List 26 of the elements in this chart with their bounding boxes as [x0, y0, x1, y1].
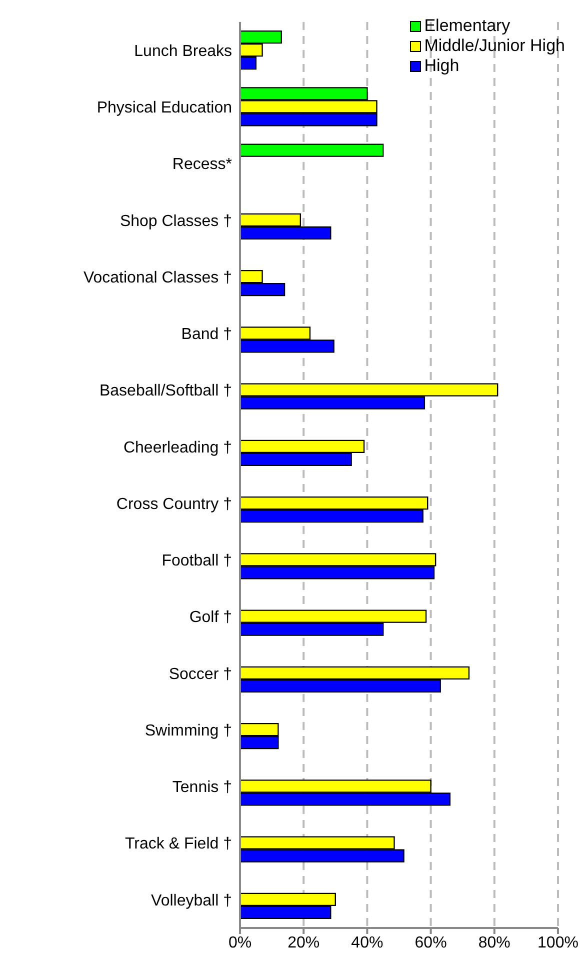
x-tick-label: 80% — [478, 934, 510, 952]
y-tick-label: Golf † — [189, 609, 232, 626]
y-tick-label: Baseball/Softball † — [99, 382, 232, 400]
x-tick-label: 40% — [351, 934, 384, 952]
y-tick-label: Football † — [162, 552, 232, 570]
y-tick-label: Volleyball † — [151, 892, 232, 910]
y-tick-label: Track & Field † — [125, 836, 232, 853]
y-tick-label: Tennis † — [172, 779, 232, 796]
x-tick-label: 20% — [288, 934, 320, 952]
y-tick-label: Band † — [181, 326, 232, 344]
y-tick-label: Physical Education — [96, 100, 232, 117]
x-tick-label: 0% — [228, 934, 252, 952]
y-tick-label: Shop Classes † — [120, 212, 232, 230]
y-tick-label: Cheerleading † — [123, 439, 232, 456]
legend-label: Elementary — [424, 16, 510, 36]
bar — [240, 144, 384, 157]
x-tick-label: 100% — [538, 934, 578, 952]
y-tick-label: Lunch Breaks — [134, 42, 232, 60]
y-tick-label: Recess* — [172, 156, 232, 174]
legend-label: Middle/Junior High — [424, 36, 565, 56]
x-tick-label: 60% — [414, 934, 447, 952]
y-tick-label: Vocational Classes † — [83, 269, 232, 286]
y-tick-label: Cross Country † — [116, 496, 232, 513]
y-tick-label: Soccer † — [168, 666, 232, 683]
legend-label: High — [424, 56, 460, 76]
y-tick-label: Swimming † — [144, 722, 232, 740]
